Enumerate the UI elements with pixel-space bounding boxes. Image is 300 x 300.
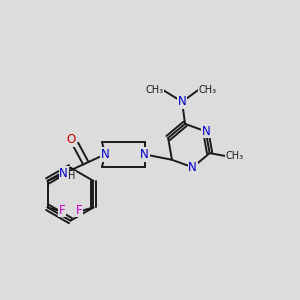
Text: F: F — [59, 204, 66, 217]
Text: F: F — [75, 204, 82, 217]
Text: N: N — [59, 167, 68, 180]
Text: CH₃: CH₃ — [145, 85, 163, 95]
Text: CH₃: CH₃ — [225, 151, 243, 161]
Text: N: N — [100, 148, 109, 161]
Text: O: O — [67, 133, 76, 146]
Text: CH₃: CH₃ — [198, 85, 216, 95]
Text: N: N — [188, 161, 197, 174]
Text: H: H — [68, 172, 76, 182]
Text: N: N — [178, 95, 187, 108]
Text: N: N — [201, 125, 210, 138]
Text: N: N — [140, 148, 149, 161]
